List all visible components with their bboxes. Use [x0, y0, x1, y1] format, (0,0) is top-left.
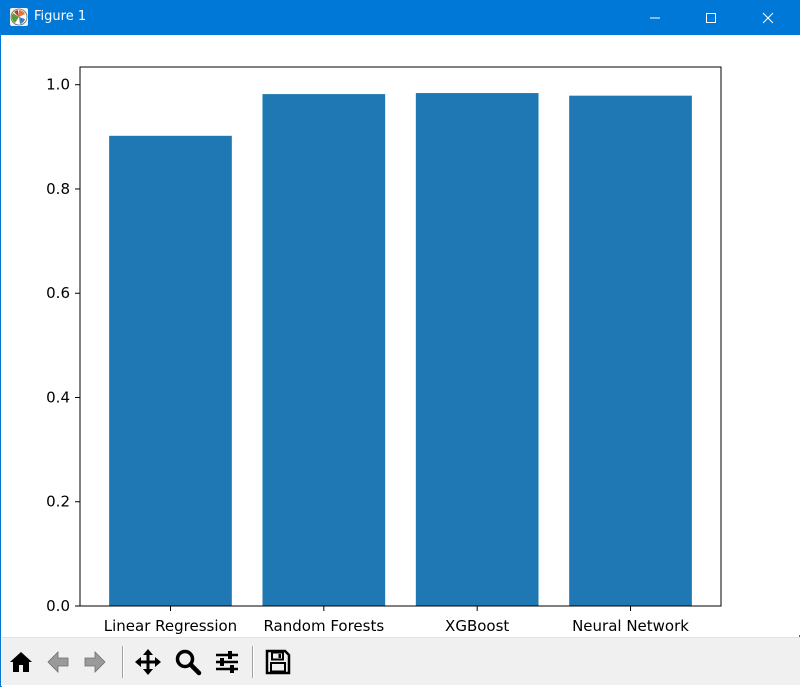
- navigation-toolbar: [2, 637, 800, 686]
- toolbar-separator: [252, 646, 254, 678]
- matplotlib-app-icon: [10, 8, 28, 26]
- minimize-button[interactable]: [632, 1, 678, 35]
- home-button[interactable]: [5, 646, 37, 678]
- maximize-icon: [706, 13, 716, 23]
- close-button[interactable]: [745, 1, 791, 35]
- floppy-disk-icon: [265, 649, 291, 675]
- y-tick-label: 0.6: [46, 284, 70, 302]
- bar-chart: 0.0 0.2 0.4 0.6 0.8 1.0 Linear Regression Rand…: [46, 66, 722, 635]
- window-bottom-edge: [2, 685, 800, 687]
- bar-random-forests: [262, 94, 386, 607]
- y-tick-label: 0.2: [46, 493, 70, 511]
- y-tick-label: 0.4: [46, 388, 70, 406]
- x-tick-label: Neural Network: [572, 617, 689, 635]
- subplots-button[interactable]: [211, 646, 243, 678]
- magnifier-icon: [175, 649, 202, 676]
- y-tick-label: 1.0: [46, 76, 70, 94]
- minimize-icon: [650, 17, 660, 19]
- zoom-button[interactable]: [172, 646, 204, 678]
- x-tick-label: Random Forests: [263, 617, 384, 635]
- toolbar-separator: [122, 646, 124, 678]
- maximize-button[interactable]: [688, 1, 734, 35]
- bar-xgboost: [415, 93, 539, 606]
- arrow-right-icon: [84, 651, 106, 673]
- plot-frame: [79, 66, 722, 607]
- y-tick-label: 0.0: [46, 597, 70, 615]
- window-title: Figure 1: [34, 9, 87, 24]
- x-tick-label: Linear Regression: [104, 617, 237, 635]
- bar-linear-regression: [109, 135, 232, 606]
- title-bar[interactable]: Figure 1: [1, 1, 799, 35]
- y-tick-label: 0.8: [46, 180, 70, 198]
- back-button[interactable]: [42, 646, 74, 678]
- close-icon: [762, 12, 774, 24]
- sliders-icon: [216, 651, 238, 673]
- pan-button[interactable]: [132, 646, 164, 678]
- figure-canvas[interactable]: 0.0 0.2 0.4 0.6 0.8 1.0 Linear Regression Rand…: [2, 35, 800, 635]
- forward-button[interactable]: [79, 646, 111, 678]
- arrow-left-icon: [47, 651, 69, 673]
- bar-neural-network: [569, 95, 692, 607]
- x-tick-label: XGBoost: [445, 617, 509, 635]
- home-icon: [10, 652, 32, 672]
- move-icon: [135, 649, 161, 675]
- save-button[interactable]: [262, 646, 294, 678]
